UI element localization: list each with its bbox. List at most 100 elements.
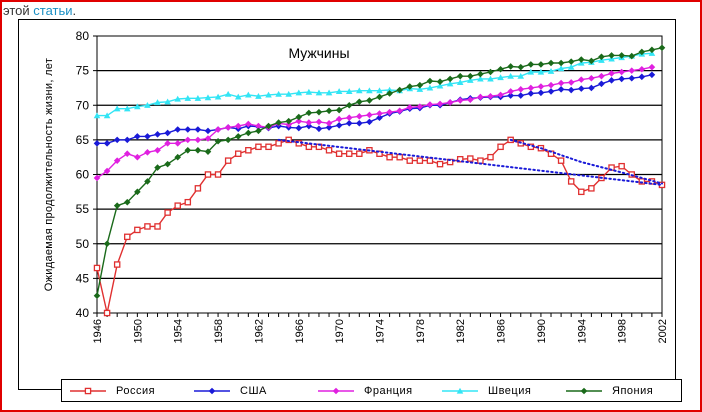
x-tick-label-1962: 1962 [253, 319, 265, 343]
data-point [527, 68, 535, 75]
y-axis-label: Ожидаемая продолжительность жизни, лет [43, 58, 55, 291]
data-point [436, 160, 444, 168]
data-point [154, 164, 161, 171]
data-point [376, 110, 383, 117]
series-1 [93, 136, 666, 317]
data-point [285, 136, 292, 144]
chart-container: 40 45 50 55 60 65 70 75 80 1946 1950 1954 1958 1962 19… [18, 19, 682, 402]
data-point [567, 79, 575, 86]
data-point [608, 77, 615, 84]
data-point [648, 71, 656, 79]
data-point [315, 118, 323, 126]
data-point [214, 171, 222, 178]
data-point [305, 109, 313, 117]
data-point [204, 171, 212, 178]
data-point [527, 90, 535, 97]
legend-item: Швеция [440, 380, 531, 401]
data-point [467, 155, 474, 162]
y-tick-label-45: 45 [76, 271, 90, 285]
data-point [416, 157, 424, 164]
data-point [577, 85, 585, 92]
data-point [103, 309, 111, 317]
data-point [456, 79, 464, 85]
data-point [245, 120, 252, 128]
data-point [275, 119, 282, 126]
data-point [103, 240, 111, 248]
x-tick-label-1970: 1970 [334, 319, 346, 343]
data-point [345, 119, 353, 127]
y-tick-label-75: 75 [76, 64, 90, 78]
data-point [426, 84, 434, 91]
data-point [436, 82, 444, 89]
series-3 [93, 63, 656, 182]
data-point [295, 89, 303, 96]
data-point [224, 136, 232, 144]
legend-label: США [240, 384, 267, 397]
data-point [265, 91, 272, 98]
article-link[interactable]: статьи [33, 3, 73, 18]
legend-marker [580, 387, 588, 394]
life-expectancy-chart: 40 45 50 55 60 65 70 75 80 1946 1950 1954 1958 1962 19… [43, 29, 669, 343]
data-point [194, 136, 202, 144]
data-point [113, 105, 121, 112]
data-point [123, 136, 131, 144]
data-point [255, 143, 262, 151]
data-point [144, 101, 151, 108]
data-point [194, 185, 202, 192]
data-point [557, 59, 565, 67]
data-point [567, 58, 575, 65]
data-point [184, 198, 192, 206]
x-tick-label-1986: 1986 [496, 319, 508, 343]
data-point [396, 153, 403, 161]
data-point [426, 77, 434, 85]
data-point [134, 133, 141, 140]
data-point [164, 98, 171, 105]
y-tick-label-55: 55 [76, 202, 90, 216]
data-point [618, 52, 625, 59]
data-point [275, 140, 282, 147]
data-point [396, 86, 403, 94]
data-point [527, 61, 535, 68]
data-point [154, 146, 161, 154]
data-point [345, 88, 353, 94]
trend-2 [509, 138, 663, 185]
legend-swatch [318, 387, 354, 394]
data-point [123, 198, 131, 206]
data-point [315, 108, 323, 116]
legend-swatch [566, 387, 602, 394]
data-point [144, 178, 151, 185]
data-point [345, 114, 353, 122]
data-point [124, 233, 131, 241]
data-point [467, 77, 474, 83]
data-point [477, 75, 484, 82]
data-point [497, 91, 504, 99]
data-point [356, 150, 363, 157]
data-point [366, 118, 373, 126]
data-point [285, 121, 292, 128]
data-point [123, 105, 131, 112]
data-point [547, 59, 555, 67]
data-point [184, 146, 192, 154]
data-point [376, 93, 383, 101]
data-point [578, 188, 585, 196]
data-point [628, 67, 636, 74]
data-point [356, 119, 363, 127]
data-point [305, 143, 313, 151]
legend-label: Япония [612, 384, 654, 397]
x-tick-label-2002: 2002 [657, 319, 669, 343]
data-point [477, 93, 484, 101]
data-point [224, 124, 232, 131]
x-tick-label-1950: 1950 [132, 319, 144, 343]
data-point [245, 147, 252, 154]
data-point [588, 74, 595, 82]
data-point [638, 65, 646, 73]
data-point [93, 264, 101, 272]
data-point [557, 157, 565, 164]
data-point [335, 150, 343, 157]
data-point [527, 84, 535, 92]
legend-marker [208, 387, 216, 394]
data-point [255, 92, 262, 99]
data-point [588, 84, 595, 92]
data-point [335, 122, 343, 129]
legend-label: Франция [364, 384, 413, 397]
